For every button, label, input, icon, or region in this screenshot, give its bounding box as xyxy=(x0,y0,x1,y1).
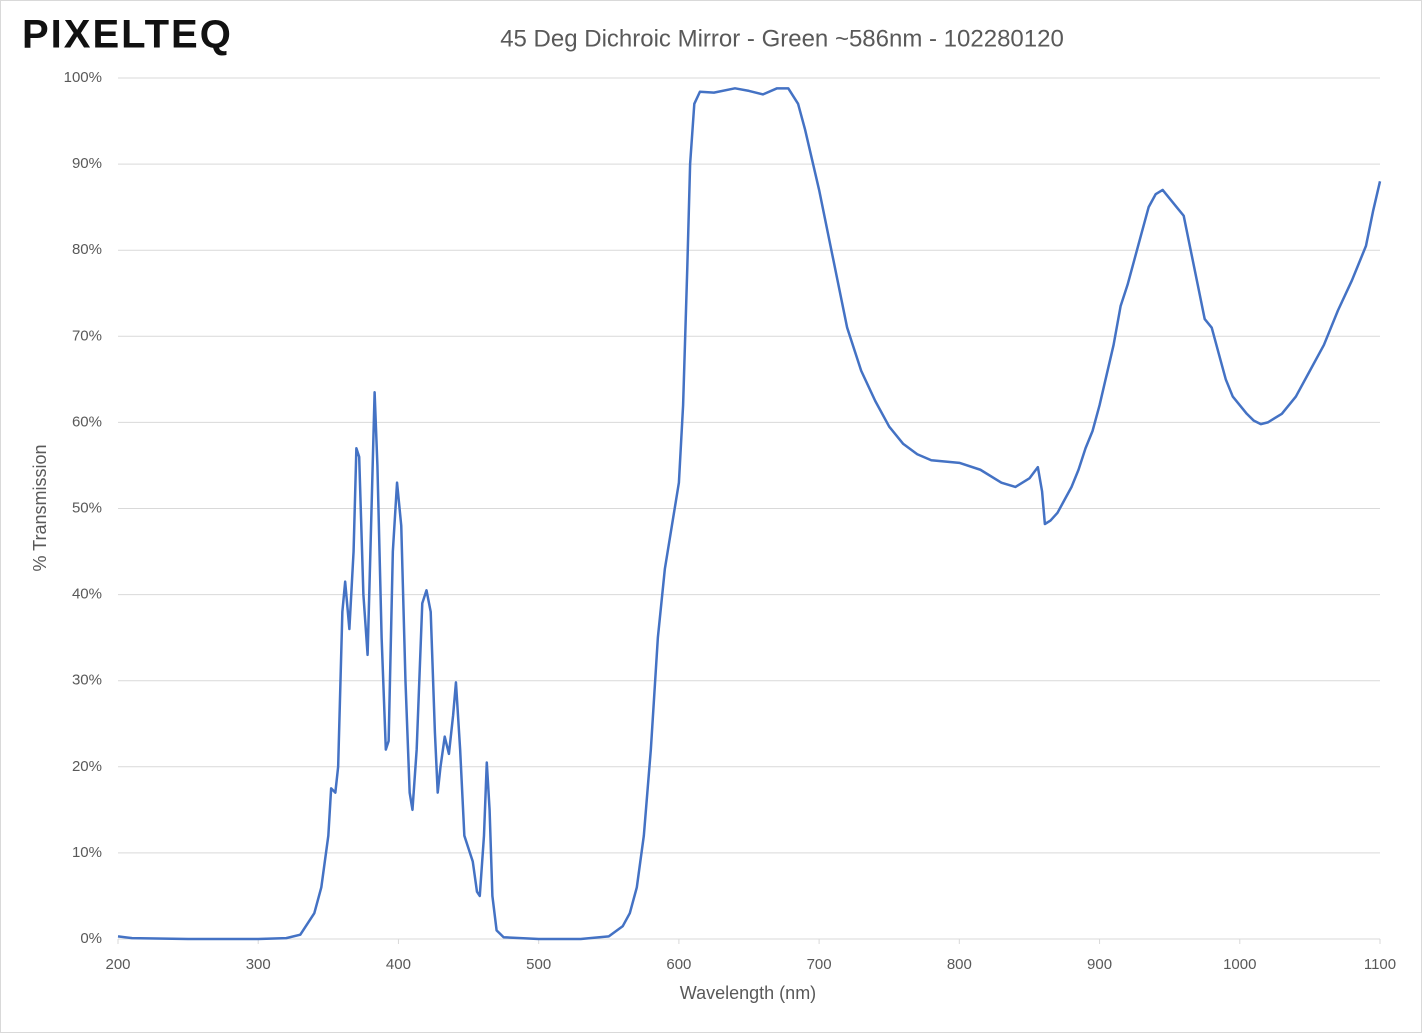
y-tick-label: 100% xyxy=(64,69,102,86)
x-tick-label: 1100 xyxy=(1364,956,1396,973)
y-tick-label: 0% xyxy=(80,930,102,947)
y-tick-label: 80% xyxy=(72,241,102,258)
y-tick-label: 90% xyxy=(72,155,102,172)
x-tick-label: 800 xyxy=(947,956,972,973)
y-axis-label: % Transmission xyxy=(30,444,50,571)
y-tick-label: 60% xyxy=(72,413,102,430)
y-tick-label: 50% xyxy=(72,499,102,516)
y-tick-label: 30% xyxy=(72,672,102,689)
x-tick-label: 600 xyxy=(666,956,691,973)
y-tick-label: 40% xyxy=(72,586,102,603)
x-tick-label: 200 xyxy=(105,956,130,973)
x-tick-label: 300 xyxy=(246,956,271,973)
y-tick-label: 20% xyxy=(72,758,102,775)
x-tick-label: 500 xyxy=(526,956,551,973)
data-line xyxy=(117,87,1382,941)
y-tick-label: 70% xyxy=(72,327,102,344)
x-tick-label: 900 xyxy=(1087,956,1112,973)
y-tick-label: 10% xyxy=(72,844,102,861)
x-tick-label: 400 xyxy=(386,956,411,973)
x-axis-label: Wavelength (nm) xyxy=(680,983,816,1003)
x-tick-label: 1000 xyxy=(1223,956,1256,973)
chart-title: 45 Deg Dichroic Mirror - Green ~586nm - … xyxy=(500,25,1064,52)
logo: PIXELTEQ xyxy=(22,13,233,57)
x-tick-label: 700 xyxy=(807,956,832,973)
